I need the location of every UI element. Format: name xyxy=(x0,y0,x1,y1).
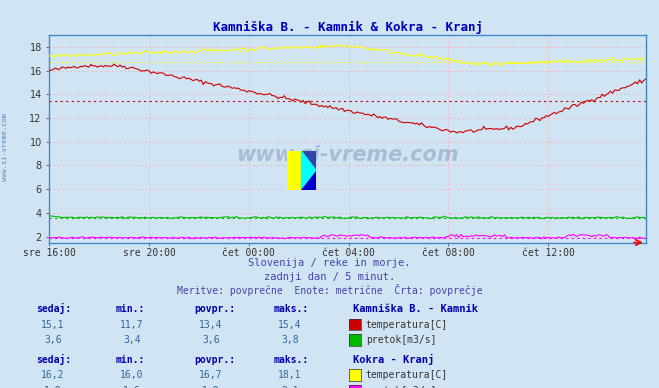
Text: www.si-vreme.com: www.si-vreme.com xyxy=(237,146,459,165)
Text: 16,2: 16,2 xyxy=(41,370,65,380)
Text: 11,7: 11,7 xyxy=(120,320,144,330)
Bar xyxy=(302,151,316,190)
Text: Kokra - Kranj: Kokra - Kranj xyxy=(353,354,434,365)
Text: povpr.:: povpr.: xyxy=(194,355,235,365)
Text: pretok[m3/s]: pretok[m3/s] xyxy=(366,335,436,345)
Text: sedaj:: sedaj: xyxy=(36,354,71,365)
Text: 1,6: 1,6 xyxy=(123,386,140,388)
Title: Kamniška B. - Kamnik & Kokra - Kranj: Kamniška B. - Kamnik & Kokra - Kranj xyxy=(213,21,482,34)
Text: Slovenija / reke in morje.: Slovenija / reke in morje. xyxy=(248,258,411,268)
Text: 1,9: 1,9 xyxy=(202,386,219,388)
Text: 16,7: 16,7 xyxy=(199,370,223,380)
Text: temperatura[C]: temperatura[C] xyxy=(366,370,448,380)
Text: 15,4: 15,4 xyxy=(278,320,302,330)
Text: sedaj:: sedaj: xyxy=(36,303,71,314)
Text: maks.:: maks.: xyxy=(273,355,308,365)
Polygon shape xyxy=(302,171,316,190)
Text: 2,1: 2,1 xyxy=(281,386,299,388)
Polygon shape xyxy=(302,151,316,190)
Text: www.si-vreme.com: www.si-vreme.com xyxy=(2,113,9,182)
Text: 15,1: 15,1 xyxy=(41,320,65,330)
Text: maks.:: maks.: xyxy=(273,304,308,314)
Text: temperatura[C]: temperatura[C] xyxy=(366,320,448,330)
Text: pretok[m3/s]: pretok[m3/s] xyxy=(366,386,436,388)
Text: Kamniška B. - Kamnik: Kamniška B. - Kamnik xyxy=(353,304,478,314)
Text: min.:: min.: xyxy=(115,304,145,314)
Text: zadnji dan / 5 minut.: zadnji dan / 5 minut. xyxy=(264,272,395,282)
Text: min.:: min.: xyxy=(115,355,145,365)
Text: 18,1: 18,1 xyxy=(278,370,302,380)
Text: 3,6: 3,6 xyxy=(44,335,61,345)
Text: 3,4: 3,4 xyxy=(123,335,140,345)
Bar xyxy=(287,151,302,190)
Text: 3,8: 3,8 xyxy=(281,335,299,345)
Text: 13,4: 13,4 xyxy=(199,320,223,330)
Text: 3,6: 3,6 xyxy=(202,335,219,345)
Text: 1,9: 1,9 xyxy=(44,386,61,388)
Text: povpr.:: povpr.: xyxy=(194,304,235,314)
Text: Meritve: povprečne  Enote: metrične  Črta: povprečje: Meritve: povprečne Enote: metrične Črta:… xyxy=(177,284,482,296)
Text: 16,0: 16,0 xyxy=(120,370,144,380)
